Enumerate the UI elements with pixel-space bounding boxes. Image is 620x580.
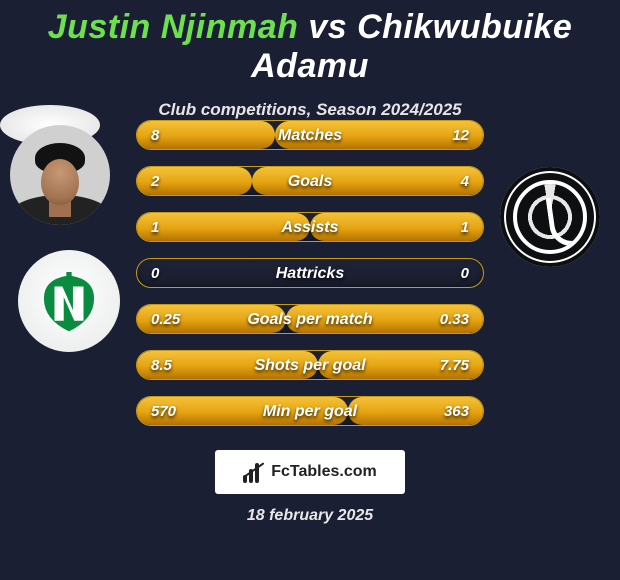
- stat-bars: 812Matches 24Goals 11Assists 00Hattricks 0.2…: [136, 120, 484, 426]
- stat-bar: 11Assists: [136, 212, 484, 242]
- brand-text: FcTables.com: [271, 463, 377, 481]
- stat-bar: 8.57.75Shots per goal: [136, 350, 484, 380]
- brand-chart-icon: [243, 461, 265, 483]
- stat-label: Goals per match: [137, 305, 483, 335]
- comparison-card: Justin Njinmah vs Chikwubuike Adamu Club…: [0, 0, 620, 580]
- stat-label: Hattricks: [137, 259, 483, 289]
- stat-label: Shots per goal: [137, 351, 483, 381]
- sc-freiburg-crest: [500, 167, 600, 267]
- stat-bar: 24Goals: [136, 166, 484, 196]
- sc-freiburg-icon: [513, 180, 587, 254]
- page-title: Justin Njinmah vs Chikwubuike Adamu: [0, 0, 620, 86]
- werder-bremen-crest: [18, 250, 120, 352]
- date-label: 18 february 2025: [0, 507, 620, 525]
- stat-bar: 570363Min per goal: [136, 396, 484, 426]
- stat-bar: 812Matches: [136, 120, 484, 150]
- stat-label: Assists: [137, 213, 483, 243]
- stat-bar: 00Hattricks: [136, 258, 484, 288]
- vs-label: vs: [308, 8, 347, 46]
- stat-label: Matches: [137, 121, 483, 151]
- stat-label: Goals: [137, 167, 483, 197]
- stat-label: Min per goal: [137, 397, 483, 427]
- stat-bar: 0.250.33Goals per match: [136, 304, 484, 334]
- brand-badge: FcTables.com: [215, 450, 405, 494]
- content-area: 812Matches 24Goals 11Assists 00Hattricks 0.2…: [0, 105, 620, 580]
- player2-name: Chikwubuike Adamu: [251, 8, 572, 85]
- player1-name: Justin Njinmah: [48, 8, 299, 46]
- player1-avatar: [10, 125, 110, 225]
- werder-bremen-icon: [36, 268, 102, 334]
